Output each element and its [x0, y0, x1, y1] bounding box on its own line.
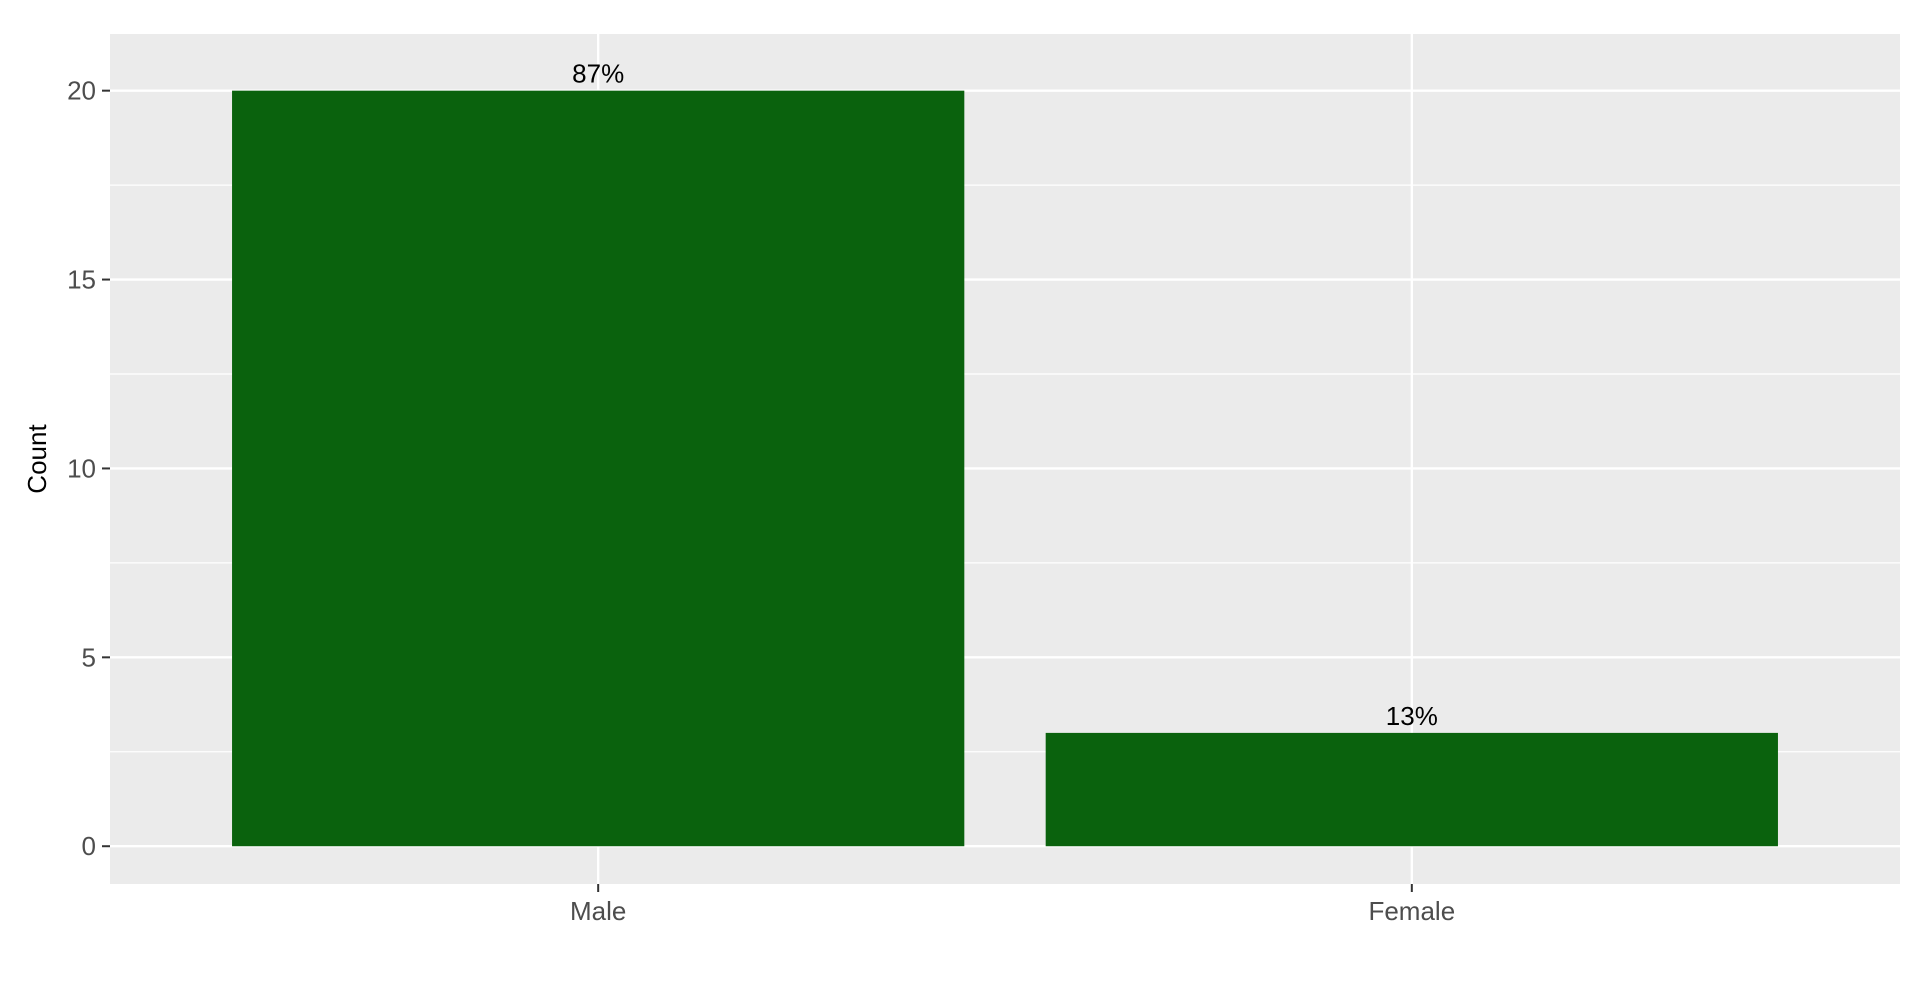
bar-labels: 87% 13%: [572, 59, 1438, 731]
y-axis-title: Count: [22, 424, 52, 494]
bar-value-label: 13%: [1386, 701, 1438, 731]
x-axis: Male Female: [570, 884, 1455, 926]
x-tick-label: Female: [1368, 896, 1455, 926]
y-tick-label: 0: [82, 831, 96, 861]
bars: [232, 90, 1778, 847]
bar-value-label: 87%: [572, 59, 624, 89]
bar-male: [232, 90, 965, 847]
x-tick-label: Male: [570, 896, 626, 926]
y-tick-label: 5: [82, 642, 96, 672]
y-tick-label: 20: [67, 76, 96, 106]
y-tick-label: 15: [67, 265, 96, 295]
y-tick-label: 10: [67, 453, 96, 483]
bar-female: [1045, 732, 1778, 847]
y-axis: 0 5 10 15 20: [67, 76, 110, 861]
